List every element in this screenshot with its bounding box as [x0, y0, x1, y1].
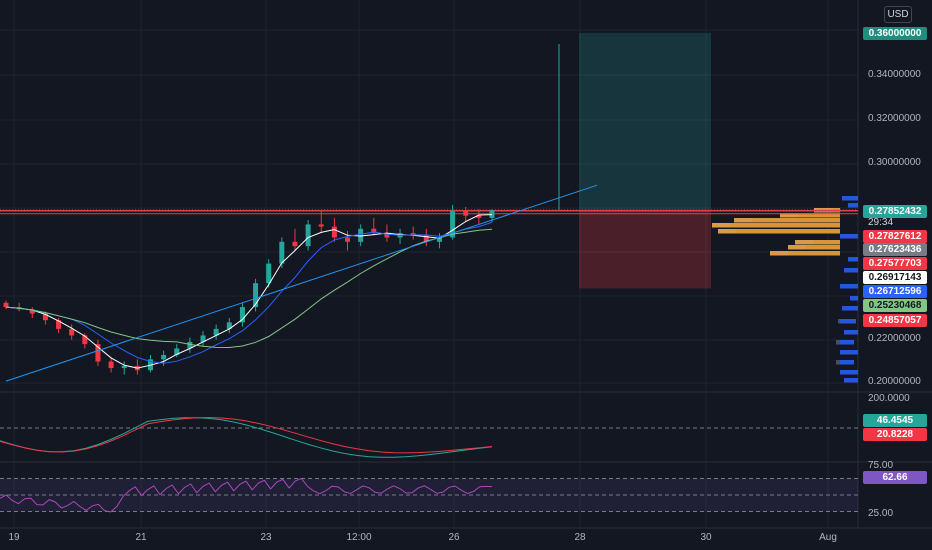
rsi-tick: 75.00	[868, 460, 894, 471]
candle-body	[56, 320, 62, 329]
volume-profile-bar	[836, 360, 854, 365]
candle-body	[384, 233, 390, 238]
volume-profile-bar	[844, 268, 858, 273]
volume-profile-bar	[836, 340, 854, 345]
volume-profile-bar	[842, 196, 858, 201]
candle-body	[305, 224, 311, 247]
candle-body	[345, 237, 351, 242]
candle-body	[226, 322, 232, 329]
ma-price-tag: 0.27623436	[863, 243, 927, 256]
time-label: 28	[574, 532, 586, 543]
volume-profile-bar	[850, 296, 858, 301]
volume-profile-bar	[838, 319, 856, 324]
candle-body	[331, 226, 337, 238]
candle-body	[187, 341, 193, 349]
volume-profile-bar	[840, 284, 858, 289]
volume-profile-bar	[844, 378, 858, 383]
ma-price-tag: 0.26917143	[863, 271, 927, 284]
volume-profile-bar	[842, 306, 858, 311]
osc-value-tag: 20.8228	[863, 428, 927, 441]
ma-price-tag: 0.24857057	[863, 314, 927, 327]
candle-body	[239, 307, 245, 323]
time-label: 19	[8, 532, 20, 543]
time-label: 30	[700, 532, 712, 543]
candle-body	[358, 228, 364, 242]
loss-zone	[579, 210, 711, 289]
candle-body	[266, 263, 272, 284]
volume-profile-bar	[770, 251, 840, 256]
ma-line-blue	[5, 221, 493, 364]
rsi-line	[0, 477, 493, 513]
volume-profile-bar	[844, 330, 858, 335]
price-tick: 0.34000000	[868, 69, 921, 80]
candle-body	[69, 328, 75, 336]
volume-profile-bar	[734, 218, 840, 223]
candle-body	[200, 335, 206, 342]
volume-profile-bar	[840, 234, 858, 239]
candle-body	[463, 211, 469, 216]
stop-price-tag: 0.27577703	[863, 257, 927, 270]
candle-body	[108, 361, 114, 369]
volume-profile-bar	[788, 245, 840, 250]
ma-line-white	[5, 214, 493, 369]
volume-profile-bar	[780, 213, 840, 218]
candle-body	[423, 235, 429, 242]
line-price-tag: 0.27827612	[863, 230, 927, 243]
candle-body	[253, 283, 259, 308]
price-tick: 0.22000000	[868, 333, 921, 344]
volume-profile-bar	[836, 360, 840, 365]
profit-zone	[579, 32, 711, 211]
volume-profile-bar	[718, 229, 840, 234]
candle-body	[174, 348, 180, 355]
osc-tick: 200.0000	[868, 393, 910, 404]
candle-body	[29, 309, 35, 314]
price-tick: 0.32000000	[868, 113, 921, 124]
ma-line-green	[5, 228, 493, 349]
volume-profile-bar	[795, 240, 840, 245]
volume-profile-bar	[840, 350, 858, 355]
last-price-tag: 0.27852432	[863, 205, 927, 218]
candle-body	[279, 241, 285, 264]
time-label: 26	[448, 532, 460, 543]
price-tick: 0.20000000	[868, 376, 921, 387]
candle-body	[450, 211, 456, 238]
bar-countdown: 29:34	[868, 217, 894, 228]
candle-body	[95, 344, 101, 362]
candle-body	[292, 241, 298, 247]
candle-body	[371, 228, 377, 234]
candle-body	[436, 237, 442, 242]
candle-body	[213, 328, 219, 336]
candle-body	[318, 224, 324, 227]
candle-body	[82, 335, 88, 345]
price-tick: 0.30000000	[868, 157, 921, 168]
volume-profile-bar	[836, 340, 840, 345]
rsi-value-tag: 62.66	[863, 471, 927, 484]
time-label: Aug	[819, 532, 837, 543]
candle-body	[42, 313, 48, 321]
volume-profile-bar	[840, 370, 858, 375]
time-label: 12:00	[346, 532, 372, 543]
candle-body	[410, 233, 416, 236]
candle-body	[161, 355, 167, 360]
rsi-tick: 25.00	[868, 508, 894, 519]
candle-body	[121, 365, 127, 369]
time-label: 21	[135, 532, 147, 543]
target-price-tag: 0.36000000	[863, 27, 927, 40]
candle-body	[489, 210, 495, 218]
osc-line-red	[0, 416, 493, 454]
volume-profile-bar	[712, 223, 840, 228]
osc-line-green	[0, 417, 493, 458]
ma-price-tag: 0.25230468	[863, 299, 927, 312]
volume-profile-bar	[848, 203, 858, 208]
osc-value-tag: 46.4545	[863, 414, 927, 427]
ma-price-tag: 0.26712596	[863, 285, 927, 298]
volume-profile-bar	[848, 257, 858, 262]
volume-profile-bar	[838, 319, 840, 324]
candle-body	[3, 302, 9, 308]
time-label: 23	[260, 532, 272, 543]
candle-body	[476, 215, 482, 218]
trendline	[5, 184, 598, 382]
currency-label[interactable]: USD	[884, 6, 912, 23]
